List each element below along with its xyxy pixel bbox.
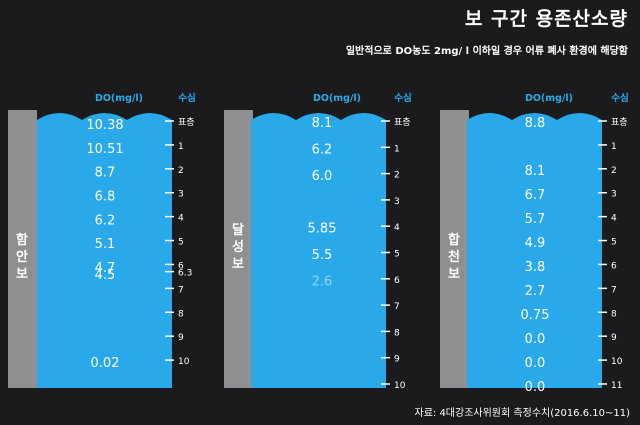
- depth-tick-label: 5: [394, 250, 400, 260]
- do-value-label: 0.0: [525, 380, 546, 395]
- depth-tick-label: 표층: [394, 117, 411, 128]
- do-value-label: 4.7: [95, 261, 116, 276]
- depth-tick-label: 2: [394, 171, 400, 181]
- depth-tick-label: 10: [178, 357, 190, 367]
- depth-tick-label: 4: [611, 214, 617, 224]
- depth-tick-label: 8: [178, 309, 184, 319]
- value-header: DO(mg/l): [313, 93, 361, 104]
- depth-header: 수심: [178, 92, 195, 104]
- depth-tick-label: 3: [394, 197, 400, 207]
- chart-title: 보 구간 용존산소량: [464, 8, 628, 30]
- depth-header: 수심: [394, 92, 411, 104]
- depth-tick-label: 11: [611, 381, 622, 391]
- depth-tick-label: 8: [394, 328, 400, 338]
- water-column: [251, 113, 386, 388]
- depth-tick-label: 4: [178, 214, 184, 224]
- value-header: DO(mg/l): [525, 93, 573, 104]
- do-value-label: 6.7: [525, 188, 546, 203]
- chart-subtitle: 일반적으로 DO농도 2mg/ l 이하일 경우 어류 폐사 환경에 해당함: [345, 46, 628, 57]
- do-value-label: 8.7: [95, 166, 116, 181]
- depth-tick-label: 2: [611, 166, 617, 176]
- depth-tick-label: 6: [611, 261, 617, 271]
- depth-tick-label: 7: [178, 285, 184, 295]
- depth-tick-label: 표층: [178, 117, 195, 128]
- water-column: [37, 113, 172, 388]
- depth-tick-label: 4: [394, 223, 400, 233]
- do-value-label: 10.38: [86, 118, 123, 133]
- depth-header: 수심: [611, 92, 628, 104]
- depth-tick-label: 7: [611, 285, 617, 295]
- depth-tick-label: 6: [394, 276, 400, 286]
- do-value-label: 8.1: [312, 116, 333, 131]
- depth-tick-label: 10: [394, 381, 406, 391]
- bank-strip: [602, 110, 630, 388]
- depth-tick-label: 2: [178, 166, 184, 176]
- do-value-label: 4.5: [95, 268, 116, 283]
- do-value-label: 0.75: [521, 308, 550, 323]
- value-header: DO(mg/l): [95, 93, 143, 104]
- depth-tick-label: 6: [178, 261, 184, 271]
- depth-tick-label: 1: [394, 144, 400, 154]
- water-column: [467, 113, 602, 388]
- dam-pillar: [8, 110, 37, 388]
- do-value-label: 5.85: [308, 222, 337, 237]
- do-value-label: 5.1: [95, 237, 116, 252]
- do-value-label: 8.8: [525, 116, 546, 131]
- do-value-label: 5.5: [312, 248, 333, 263]
- do-value-label: 0.0: [525, 356, 546, 371]
- do-value-label: 4.9: [525, 236, 546, 251]
- depth-tick-label: 10: [611, 357, 623, 367]
- depth-tick-label: 5: [611, 238, 617, 248]
- bank-strip: [386, 110, 414, 388]
- depth-tick-label: 9: [394, 355, 400, 365]
- do-value-label: 6.2: [312, 142, 333, 157]
- depth-tick-label: 8: [611, 309, 617, 319]
- dam-pillar: [224, 110, 253, 388]
- depth-tick-label: 1: [178, 142, 184, 152]
- depth-tick-label: 3: [178, 190, 184, 200]
- depth-tick-label: 표층: [611, 117, 628, 128]
- depth-tick-label: 6.3: [178, 269, 192, 279]
- depth-tick-label: 7: [394, 302, 400, 312]
- source-note: 자료: 4대강조사위원회 측정수치(2016.6.10~11): [414, 408, 631, 419]
- depth-tick-label: 1: [611, 142, 617, 152]
- depth-tick-label: 5: [178, 238, 184, 248]
- depth-tick-label: 9: [178, 333, 184, 343]
- do-value-label: 10.51: [86, 142, 123, 157]
- do-value-label: 0.02: [91, 356, 120, 371]
- depth-tick-label: 9: [611, 333, 617, 343]
- do-value-label: 6.2: [95, 213, 116, 228]
- bank-strip: [172, 110, 200, 388]
- depth-tick-label: 3: [611, 190, 617, 200]
- dam-pillar: [440, 110, 469, 388]
- do-value-label: 6.0: [312, 169, 333, 184]
- do-value-label: 5.7: [525, 212, 546, 227]
- do-value-label: 2.6: [312, 274, 333, 289]
- do-value-label: 8.1: [525, 164, 546, 179]
- do-value-label: 6.8: [95, 189, 116, 204]
- do-value-label: 2.7: [525, 284, 546, 299]
- do-value-label: 3.8: [525, 260, 546, 275]
- do-value-label: 0.0: [525, 332, 546, 347]
